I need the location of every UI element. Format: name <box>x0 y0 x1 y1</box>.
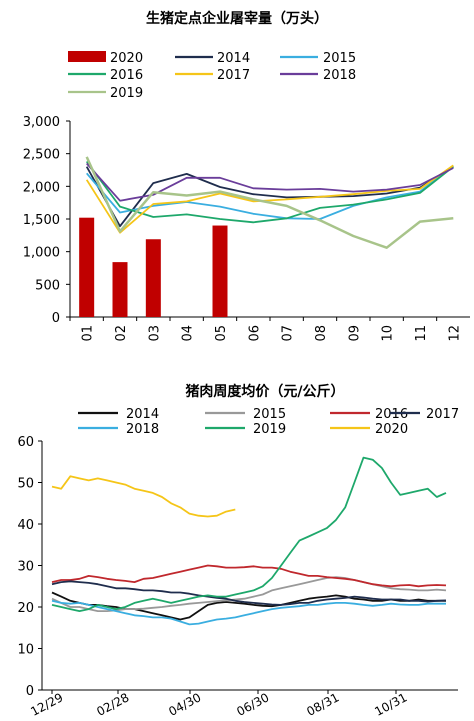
chart2-legend-label-2014: 2014 <box>126 407 159 422</box>
chart1-legend-label-2014: 2014 <box>217 51 250 66</box>
chart2-legend-label-2020: 2020 <box>375 422 408 437</box>
chart1-series-line-2014 <box>85 165 454 228</box>
chart1-legend-label-2017: 2017 <box>217 68 250 83</box>
chart1-series-line-2019 <box>85 156 454 249</box>
chart1-legend-label-2015: 2015 <box>323 51 356 66</box>
chart1-legend: 2020 2014 2015 2016 2017 2018 2019 <box>68 51 356 101</box>
chart2-y-tick-label: 0 <box>26 684 34 699</box>
chart2-legend-label-2019: 2019 <box>253 422 286 437</box>
chart1-x-tick-label: 06 <box>247 325 262 342</box>
chart2-y-tick-label: 60 <box>17 435 34 450</box>
chart1-legend-label-2018: 2018 <box>323 68 356 83</box>
chart1-bar-2020-03 <box>145 239 161 317</box>
chart2-legend-label-2017: 2017 <box>426 407 459 422</box>
chart1-series-line-2018 <box>86 162 454 202</box>
chart1-y-tick-label: 0 <box>52 311 60 326</box>
chart1-x-tick-label: 12 <box>447 325 462 342</box>
chart1-legend-label-2016: 2016 <box>110 68 143 83</box>
chart2-title: 猪肉周度均价（元/公斤） <box>184 383 344 400</box>
chart2-y-tick-label: 30 <box>17 560 34 575</box>
chart2-legend-label-2016: 2016 <box>375 407 408 422</box>
chart2-series-line-2017 <box>51 580 447 606</box>
chart1-y-tick-label: 500 <box>35 278 60 293</box>
chart2-series-line-2020 <box>51 475 236 518</box>
chart2-legend-label-2018: 2018 <box>126 422 159 437</box>
chart1-series-line-2015 <box>86 165 454 220</box>
chart2-legend: 2014 2015 2016 2017 2018 2019 2020 <box>78 407 459 437</box>
chart2-series-line-2016 <box>51 564 447 588</box>
chart2-y-tick-label: 40 <box>17 518 34 533</box>
chart1-y-tick-label: 1,500 <box>23 213 60 228</box>
chart1-y-tick-label: 2,000 <box>23 180 60 195</box>
chart1-y-tick-label: 2,500 <box>23 148 60 163</box>
chart2-y-tick-label: 10 <box>17 643 34 658</box>
chart1-legend-label-2019: 2019 <box>110 86 143 101</box>
chart2-series-line-2019 <box>51 456 447 612</box>
chart1-x-tick-label: 08 <box>314 325 329 342</box>
chart1-x-tick-label: 03 <box>147 325 162 342</box>
chart1-legend-swatch-2020 <box>68 51 106 62</box>
chart1-x-tick-label: 01 <box>81 325 96 342</box>
chart1-x-tick-label: 11 <box>414 325 429 342</box>
chart1-plot-area <box>79 156 454 317</box>
chart1-x-tick-label: 02 <box>114 325 129 342</box>
chart1-bar-2020-05 <box>212 225 228 317</box>
chart2-plot-area <box>51 456 447 626</box>
chart2-x-tick-label: 10/31 <box>372 690 409 719</box>
chart1-x-tick-label: 07 <box>281 325 296 342</box>
chart1-legend-label-2020: 2020 <box>110 51 143 66</box>
chart1-series-line-2017 <box>85 164 454 234</box>
chart2-legend-label-2015: 2015 <box>253 407 286 422</box>
chart1-bar-2020-02 <box>112 262 128 317</box>
chart1-title: 生猪定点企业屠宰量（万头） <box>146 10 328 27</box>
chart2-x-tick-label: 02/28 <box>94 690 131 719</box>
chart1-y-tick-label: 3,000 <box>23 115 60 130</box>
chart2-y-tick-label: 50 <box>17 477 34 492</box>
chart1-x-tick-label: 09 <box>347 325 362 342</box>
chart2-series-line-2018 <box>51 599 446 626</box>
chart2-x-tick-label: 08/31 <box>304 690 341 719</box>
chart1-axes: 0 500 1,000 1,500 2,000 2,500 3,000 01 02 03 04 05 0… <box>23 115 470 342</box>
chart2-series-line-2014 <box>51 591 446 621</box>
chart2-y-tick-label: 20 <box>17 601 34 616</box>
chart2-x-tick-label: 06/30 <box>234 690 271 719</box>
chart1-x-tick-label: 04 <box>181 325 196 342</box>
chart1-x-tick-label: 10 <box>381 325 396 342</box>
chart1-y-tick-label: 1,000 <box>23 246 60 261</box>
chart1-x-tick-label: 05 <box>214 325 229 342</box>
chart1-bar-2020-01 <box>79 217 95 317</box>
chart1-series-line-2016 <box>85 160 454 224</box>
chart2-x-tick-label: 04/30 <box>166 690 203 719</box>
